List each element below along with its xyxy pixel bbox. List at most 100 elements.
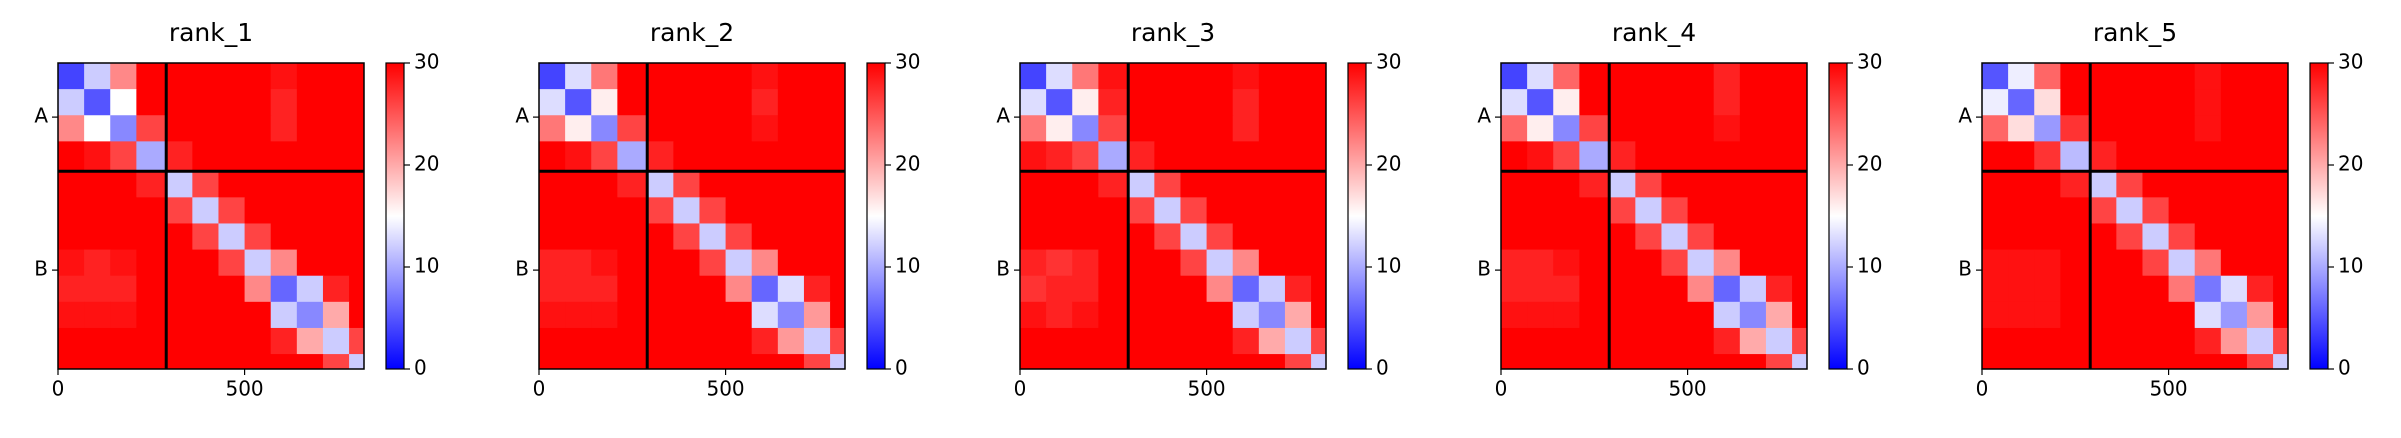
heatmap-cell: [1046, 354, 1073, 370]
heatmap-cell: [2116, 171, 2143, 198]
heatmap-cell: [1046, 89, 1073, 116]
heatmap-cell: [349, 197, 365, 224]
heatmap-cell: [830, 89, 846, 116]
heatmap-cell: [2273, 354, 2289, 370]
heatmap-cell: [1765, 141, 1793, 172]
heatmap-cell: [565, 63, 592, 90]
x-tick-label: 500: [1668, 377, 1706, 401]
heatmap-cell: [1072, 197, 1099, 224]
heatmap-cell: [1128, 115, 1155, 142]
heatmap-cell: [830, 354, 846, 370]
heatmap-cell: [1609, 354, 1636, 370]
heatmap-cell: [1098, 275, 1129, 303]
heatmap-cell: [322, 115, 350, 142]
heatmap-cell: [1232, 171, 1260, 198]
heatmap-cell: [1792, 301, 1808, 329]
heatmap-cell: [1232, 354, 1260, 370]
y-tick-label: B: [1958, 257, 1972, 281]
heatmap-cell: [1206, 171, 1234, 198]
x-tick-label: 0: [533, 377, 546, 401]
heatmap-cell: [2220, 141, 2248, 172]
heatmap-cell: [647, 354, 674, 370]
heatmap-cell: [1128, 63, 1155, 90]
heatmap-cell: [1765, 249, 1793, 277]
heatmap-cell: [617, 197, 648, 224]
heatmap-cell: [1687, 275, 1715, 303]
heatmap-cell: [617, 327, 648, 355]
heatmap-cell: [1232, 327, 1260, 355]
heatmap-cell: [296, 354, 324, 370]
heatmap-cell: [1713, 115, 1741, 142]
heatmap-cell: [1501, 249, 1528, 277]
heatmap-cell: [270, 197, 298, 224]
heatmap-cell: [1180, 223, 1208, 251]
colorbar-tick-label: 20: [414, 152, 439, 176]
heatmap-cell: [1258, 115, 1286, 142]
heatmap-cell: [1258, 327, 1286, 355]
heatmap-cell: [1553, 301, 1580, 329]
heatmap-cell: [270, 275, 298, 303]
heatmap-cell: [1046, 275, 1073, 303]
heatmap-cell: [1635, 197, 1662, 224]
heatmap-cell: [2142, 115, 2170, 142]
heatmap-cell: [1206, 327, 1234, 355]
heatmap-cell: [1713, 354, 1741, 370]
heatmap-cell: [725, 115, 753, 142]
heatmap-cell: [539, 63, 566, 90]
heatmap-cell: [1180, 301, 1208, 329]
heatmap-cell: [2220, 275, 2248, 303]
heatmap-cell: [647, 115, 674, 142]
heatmap-cell: [1661, 115, 1689, 142]
colorbar-tick-label: 30: [1376, 50, 1401, 74]
heatmap-cell: [1713, 171, 1741, 198]
heatmap-cell: [244, 171, 272, 198]
heatmap-cell: [1527, 223, 1554, 251]
heatmap-cell: [1072, 275, 1099, 303]
heatmap-cell: [617, 275, 648, 303]
heatmap-cell: [2273, 301, 2289, 329]
colorbar-tick-label: 0: [895, 356, 908, 380]
heatmap-cell: [1609, 171, 1636, 198]
heatmap-cell: [591, 223, 618, 251]
heatmap-cell: [1739, 354, 1767, 370]
heatmap-cell: [673, 89, 700, 116]
heatmap-cell: [565, 141, 592, 172]
heatmap-cell: [830, 301, 846, 329]
heatmap-cell: [244, 275, 272, 303]
heatmap-cell: [1792, 171, 1808, 198]
heatmap-cell: [1128, 249, 1155, 277]
heatmap-cell: [218, 115, 246, 142]
heatmap-cell: [1501, 197, 1528, 224]
heatmap-cell: [296, 249, 324, 277]
heatmap-cell: [192, 89, 219, 116]
heatmap-cell: [2060, 89, 2091, 116]
heatmap-cell: [166, 115, 193, 142]
heatmap-cell: [1046, 141, 1073, 172]
heatmap-cell: [803, 354, 831, 370]
heatmap-cell: [2116, 249, 2143, 277]
heatmap-cell: [565, 197, 592, 224]
heatmap-cell: [2194, 115, 2222, 142]
heatmap-cell: [349, 301, 365, 329]
heatmap-cell: [2008, 327, 2035, 355]
heatmap-cell: [270, 249, 298, 277]
heatmap-cell: [1687, 249, 1715, 277]
heatmap-cell: [2273, 275, 2289, 303]
colorbar-tick-label: 30: [1857, 50, 1882, 74]
heatmap-cell: [725, 223, 753, 251]
heatmap-cell: [322, 171, 350, 198]
heatmap-cell: [2220, 63, 2248, 90]
heatmap-cell: [322, 327, 350, 355]
heatmap-cell: [777, 249, 805, 277]
heatmap-cell: [2116, 327, 2143, 355]
heatmap-cell: [2008, 89, 2035, 116]
heatmap-cell: [2008, 275, 2035, 303]
heatmap-cell: [1098, 301, 1129, 329]
heatmap-cell: [751, 327, 779, 355]
heatmap-cell: [2090, 327, 2117, 355]
heatmap-cell: [1792, 63, 1808, 90]
heatmap-cell: [777, 223, 805, 251]
heatmap-cell: [136, 63, 167, 90]
heatmap-cell: [2060, 275, 2091, 303]
